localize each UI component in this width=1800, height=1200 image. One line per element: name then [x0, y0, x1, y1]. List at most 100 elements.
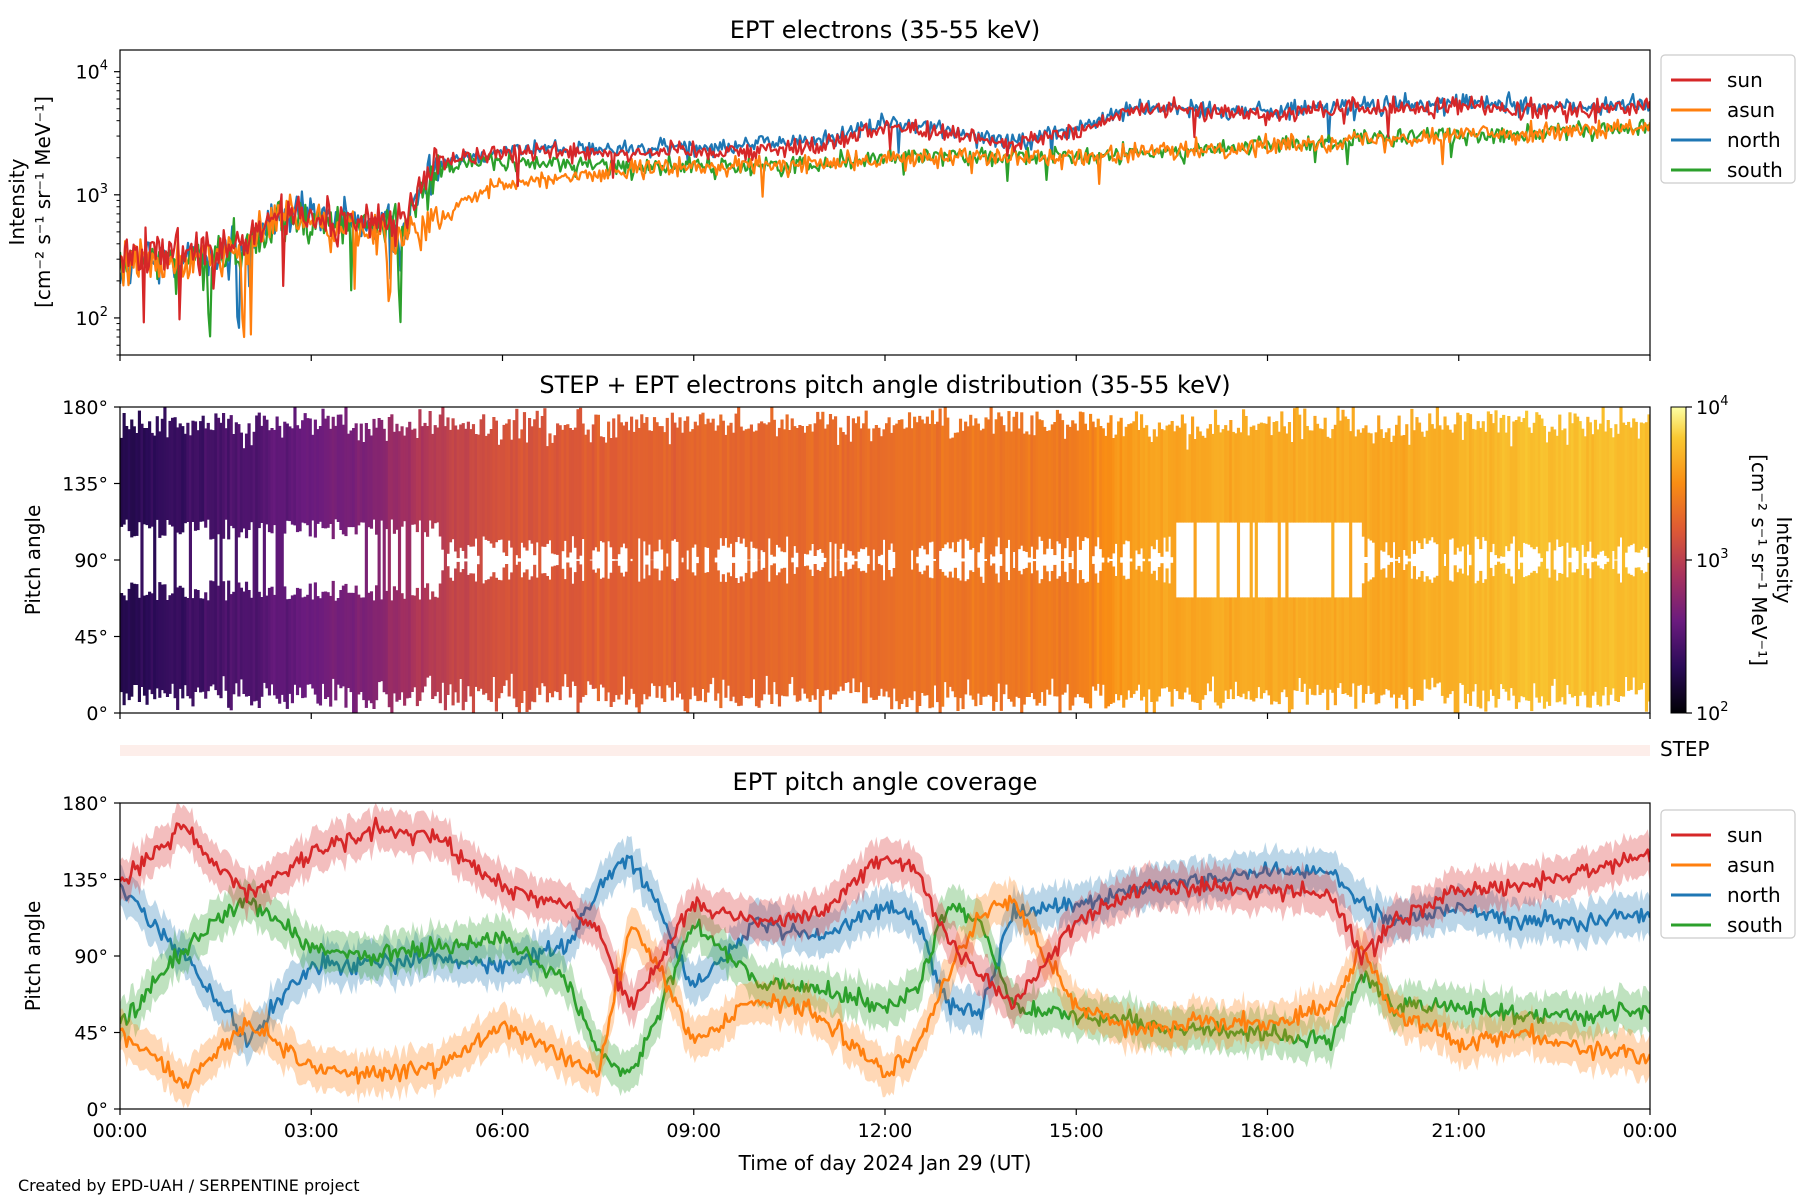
heatmap-cell — [497, 444, 501, 541]
heatmap-cell — [183, 596, 187, 686]
heatmap-cell — [341, 424, 345, 535]
heatmap-cell — [1428, 579, 1432, 690]
heatmap-cell — [1553, 569, 1557, 679]
heatmap-cell — [1300, 439, 1304, 523]
heatmap-cell — [877, 563, 881, 696]
heatmap-cell — [1481, 421, 1485, 538]
heatmap-cell — [798, 425, 802, 701]
heatmap-cell — [530, 576, 534, 702]
heatmap-cell — [716, 570, 720, 694]
heatmap-cell — [1379, 569, 1383, 696]
heatmap-cell — [456, 429, 460, 559]
heatmap-cell — [400, 426, 404, 527]
y-tick-label: 45° — [74, 627, 108, 649]
uncertainty-band-asun — [120, 875, 1650, 1109]
heatmap-cell — [1576, 416, 1580, 551]
heatmap-cell — [1601, 569, 1605, 696]
heatmap-cell — [890, 432, 894, 544]
heatmap-cell — [267, 430, 272, 533]
heatmap-cell — [1053, 564, 1057, 697]
heatmap-cell — [1433, 428, 1437, 543]
panel2-plot-area — [120, 407, 1650, 713]
heatmap-cell — [581, 580, 585, 697]
heatmap-cell — [1321, 597, 1325, 693]
heatmap-cell — [250, 445, 254, 523]
heatmap-cell — [1346, 419, 1350, 523]
heatmap-cell — [382, 428, 386, 693]
series-line-asun — [120, 118, 1650, 339]
heatmap-cell — [326, 592, 330, 698]
heatmap-cell — [1175, 425, 1179, 523]
heatmap-cell — [1530, 432, 1534, 548]
heatmap-cell — [140, 423, 144, 687]
heatmap-cell — [1364, 563, 1368, 694]
series-line-north — [120, 854, 1650, 1048]
heatmap-cell — [1244, 597, 1248, 700]
heatmap-cell — [599, 436, 603, 542]
heatmap-cell — [1305, 426, 1309, 523]
heatmap-cell — [1298, 597, 1302, 678]
heatmap-cell — [923, 423, 927, 550]
heatmap-cell — [1588, 422, 1592, 542]
heatmap-cell — [681, 432, 685, 558]
legend-label-north: north — [1727, 128, 1781, 152]
heatmap-cell — [392, 586, 396, 694]
heatmap-cell — [295, 425, 300, 533]
heatmap-cell — [1315, 423, 1320, 523]
heatmap-cell — [1196, 426, 1200, 523]
heatmap-cell — [232, 591, 236, 695]
heatmap-cell — [334, 425, 338, 520]
heatmap-cell — [1507, 568, 1511, 701]
heatmap-cell — [1369, 579, 1373, 694]
heatmap-cell — [308, 418, 312, 537]
heatmap-cell — [783, 567, 787, 697]
heatmap-cell — [505, 423, 509, 556]
heatmap-cell — [1137, 430, 1141, 555]
heatmap-cell — [920, 419, 924, 546]
panel2-title: STEP + EPT electrons pitch angle distrib… — [539, 371, 1230, 399]
heatmap-cell — [1581, 575, 1585, 692]
heatmap-cell — [1606, 561, 1610, 706]
heatmap-cell — [966, 426, 970, 541]
heatmap-cell — [1497, 561, 1501, 699]
heatmap-cell — [418, 599, 422, 701]
heatmap-cell — [158, 431, 162, 538]
heatmap-cell — [1586, 416, 1590, 552]
heatmap-cell — [1259, 597, 1263, 699]
heatmap-cell — [1573, 572, 1577, 696]
heatmap-cell — [913, 416, 917, 692]
heatmap-cell — [1015, 411, 1019, 697]
heatmap-cell — [1415, 579, 1419, 700]
heatmap-cell — [181, 426, 185, 533]
heatmap-cell — [461, 423, 465, 551]
heatmap-cell — [120, 437, 124, 527]
heatmap-cell — [482, 583, 486, 695]
heatmap-cell — [234, 422, 238, 684]
heatmap-cell — [270, 586, 274, 685]
heatmap-cell — [1096, 582, 1100, 684]
heatmap-cell — [454, 425, 458, 552]
heatmap-cell — [1535, 573, 1539, 698]
heatmap-cell — [229, 594, 233, 711]
heatmap-cell — [841, 576, 845, 691]
heatmap-cell — [390, 414, 394, 520]
heatmap-cell — [298, 428, 302, 532]
heatmap-cell — [1020, 574, 1024, 713]
step-coverage-row — [120, 745, 1650, 756]
heatmap-cell — [619, 572, 623, 695]
heatmap-cell — [275, 416, 279, 699]
heatmap-cell — [369, 435, 374, 529]
heatmap-cell — [969, 414, 973, 550]
heatmap-cell — [1616, 573, 1620, 702]
heatmap-cell — [1517, 416, 1521, 551]
heatmap-cell — [1134, 411, 1139, 551]
series-line-sun — [120, 95, 1650, 324]
heatmap-cell — [754, 430, 759, 549]
heatmap-cell — [290, 595, 294, 704]
heatmap-cell — [1568, 562, 1572, 695]
heatmap-cell — [525, 442, 529, 551]
heatmap-cell — [1420, 571, 1424, 701]
heatmap-cell — [1247, 597, 1251, 692]
heatmap-cell — [1326, 597, 1330, 711]
heatmap-cell — [1114, 434, 1118, 544]
